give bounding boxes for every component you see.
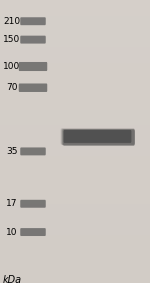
FancyBboxPatch shape <box>20 36 46 44</box>
FancyBboxPatch shape <box>63 129 135 146</box>
Text: 70: 70 <box>6 83 18 92</box>
FancyBboxPatch shape <box>60 128 135 145</box>
Text: 10: 10 <box>6 228 18 237</box>
Text: 100: 100 <box>3 62 21 71</box>
Text: kDa: kDa <box>2 275 22 283</box>
FancyBboxPatch shape <box>19 62 47 71</box>
FancyBboxPatch shape <box>63 130 135 146</box>
FancyBboxPatch shape <box>20 200 46 208</box>
FancyBboxPatch shape <box>62 129 135 145</box>
FancyBboxPatch shape <box>62 129 135 145</box>
Text: 35: 35 <box>6 147 18 156</box>
FancyBboxPatch shape <box>64 130 131 143</box>
Text: 17: 17 <box>6 199 18 208</box>
FancyBboxPatch shape <box>61 128 135 145</box>
Text: 210: 210 <box>3 17 21 26</box>
FancyBboxPatch shape <box>19 83 47 92</box>
FancyBboxPatch shape <box>20 228 46 236</box>
FancyBboxPatch shape <box>20 17 46 25</box>
FancyBboxPatch shape <box>61 128 135 145</box>
FancyBboxPatch shape <box>62 129 135 145</box>
Text: 150: 150 <box>3 35 21 44</box>
FancyBboxPatch shape <box>20 147 46 155</box>
